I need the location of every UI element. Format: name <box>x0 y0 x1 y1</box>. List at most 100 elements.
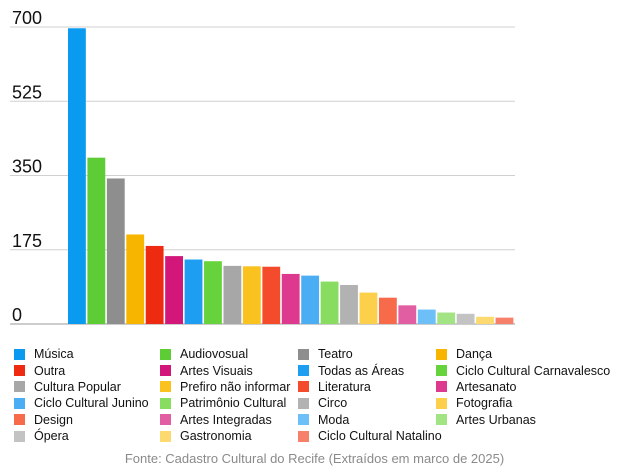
y-tick-label: 175 <box>12 231 42 251</box>
bar: Fotografia <box>359 292 378 324</box>
bar: Artes Integradas <box>398 305 417 324</box>
legend-swatch <box>160 348 171 360</box>
legend-label: Design <box>34 412 73 427</box>
y-tick-label: 700 <box>12 8 42 28</box>
legend-swatch <box>436 348 447 360</box>
legend-item: Fotografia <box>436 395 616 411</box>
bar: Todas as Áreas <box>184 259 203 324</box>
legend-label: Artes Urbanas <box>456 412 536 427</box>
legend-label: Moda <box>318 412 350 427</box>
bar: Prefiro não informar <box>242 266 261 324</box>
legend-label: Literatura <box>318 379 371 394</box>
legend-item: Moda <box>298 412 436 428</box>
legend-swatch <box>160 365 171 377</box>
legend-label: Fotografia <box>456 396 513 411</box>
legend-swatch <box>298 348 309 360</box>
legend-swatch <box>14 365 25 377</box>
legend-item: Ciclo Cultural Junino <box>14 395 160 411</box>
legend-item: Literatura <box>298 379 436 395</box>
legend-item: Ciclo Cultural Natalino <box>298 428 442 444</box>
legend-item: Artesanato <box>436 379 616 395</box>
legend-item: Circo <box>298 395 436 411</box>
bar: Ópera <box>456 313 475 324</box>
legend-item: Música <box>14 346 160 362</box>
legend-swatch <box>14 348 25 360</box>
bar: Moda <box>417 309 436 324</box>
bar: Literatura <box>262 266 281 324</box>
legend-swatch <box>298 414 309 426</box>
legend-swatch <box>298 430 309 442</box>
legend-item: Patrimônio Cultural <box>160 395 298 411</box>
legend-label: Patrimônio Cultural <box>180 396 287 411</box>
legend-label: Dança <box>456 347 493 362</box>
legend-swatch <box>298 397 309 409</box>
bar: Cultura Popular <box>223 265 242 324</box>
y-tick-label: 350 <box>12 157 42 177</box>
legend-label: Teatro <box>318 347 353 362</box>
bar: Gastronomia <box>476 316 494 324</box>
bar: Artesanato <box>281 273 300 324</box>
legend-label: Música <box>34 347 74 362</box>
legend-item: Cultura Popular <box>14 379 160 395</box>
legend-swatch <box>436 365 447 377</box>
legend-item: Ciclo Cultural Carnavalesco <box>436 362 616 378</box>
legend-label: Artesanato <box>456 379 517 394</box>
legend-item: Outra <box>14 362 160 378</box>
legend-swatch <box>160 414 171 426</box>
bar: Outra <box>145 245 164 324</box>
bar: Teatro <box>106 178 125 324</box>
legend-label: Outra <box>34 363 66 378</box>
legend-label: Prefiro não informar <box>180 379 291 394</box>
legend-swatch <box>14 397 25 409</box>
legend-label: Cultura Popular <box>34 379 121 394</box>
legend-swatch <box>160 381 171 393</box>
legend-swatch <box>160 397 171 409</box>
legend-item: Artes Integradas <box>160 412 298 428</box>
legend-label: Artes Visuais <box>180 363 253 378</box>
legend-swatch <box>14 381 25 393</box>
legend-item: Teatro <box>298 346 436 362</box>
bar: Música <box>68 28 86 325</box>
legend-item: Prefiro não informar <box>160 379 298 395</box>
legend-item: Artes Visuais <box>160 362 298 378</box>
legend-item: Dança <box>436 346 616 362</box>
bar: Artes Visuais <box>165 256 183 324</box>
legend-label: Ciclo Cultural Carnavalesco <box>456 363 611 378</box>
legend-label: Audiovosual <box>180 347 249 362</box>
legend-swatch <box>14 414 25 426</box>
bar: Dança <box>126 234 145 324</box>
source-note: Fonte: Cadastro Cultural do Recife (Extr… <box>124 451 505 466</box>
legend-swatch <box>160 430 171 442</box>
bar: Design <box>378 297 397 324</box>
legend-item: Audiovosual <box>160 346 298 362</box>
y-tick-label: 525 <box>12 82 42 102</box>
legend-item: Todas as Áreas <box>298 362 436 378</box>
legend-label: Circo <box>318 396 348 411</box>
legend-label: Ciclo Cultural Junino <box>34 396 149 411</box>
legend-item: Gastronomia <box>160 428 298 444</box>
bar: Patrimônio Cultural <box>320 281 339 324</box>
bar: Ciclo Cultural Junino <box>301 275 320 324</box>
legend-label: Artes Integradas <box>180 412 272 427</box>
legend-swatch <box>436 397 447 409</box>
legend-item: Ópera <box>14 428 160 444</box>
legend-label: Ciclo Cultural Natalino <box>318 429 442 444</box>
bar: Ciclo Cultural Carnavalesco <box>204 261 222 324</box>
bar: Audiovosual <box>87 157 106 324</box>
chart-legend: Música Audiovosual Teatro Dança Outra Artes V… <box>14 346 624 444</box>
bar-chart: 0 175 350 525 700 MúsicaAudiovosualTeatroDanç… <box>10 8 515 325</box>
legend-label: Todas as Áreas <box>318 363 405 378</box>
bar: Artes Urbanas <box>437 312 456 324</box>
legend-label: Ópera <box>34 429 69 444</box>
legend-label: Gastronomia <box>180 429 252 444</box>
y-tick-label: 0 <box>12 305 22 325</box>
legend-swatch <box>14 430 25 442</box>
legend-swatch <box>298 381 309 393</box>
bar: Ciclo Cultural Natalino <box>495 317 514 324</box>
bar: Circo <box>340 284 358 324</box>
legend-swatch <box>436 414 447 426</box>
legend-item: Artes Urbanas <box>436 412 616 428</box>
legend-swatch <box>436 381 447 393</box>
legend-item: Design <box>14 412 160 428</box>
legend-swatch <box>298 365 309 377</box>
